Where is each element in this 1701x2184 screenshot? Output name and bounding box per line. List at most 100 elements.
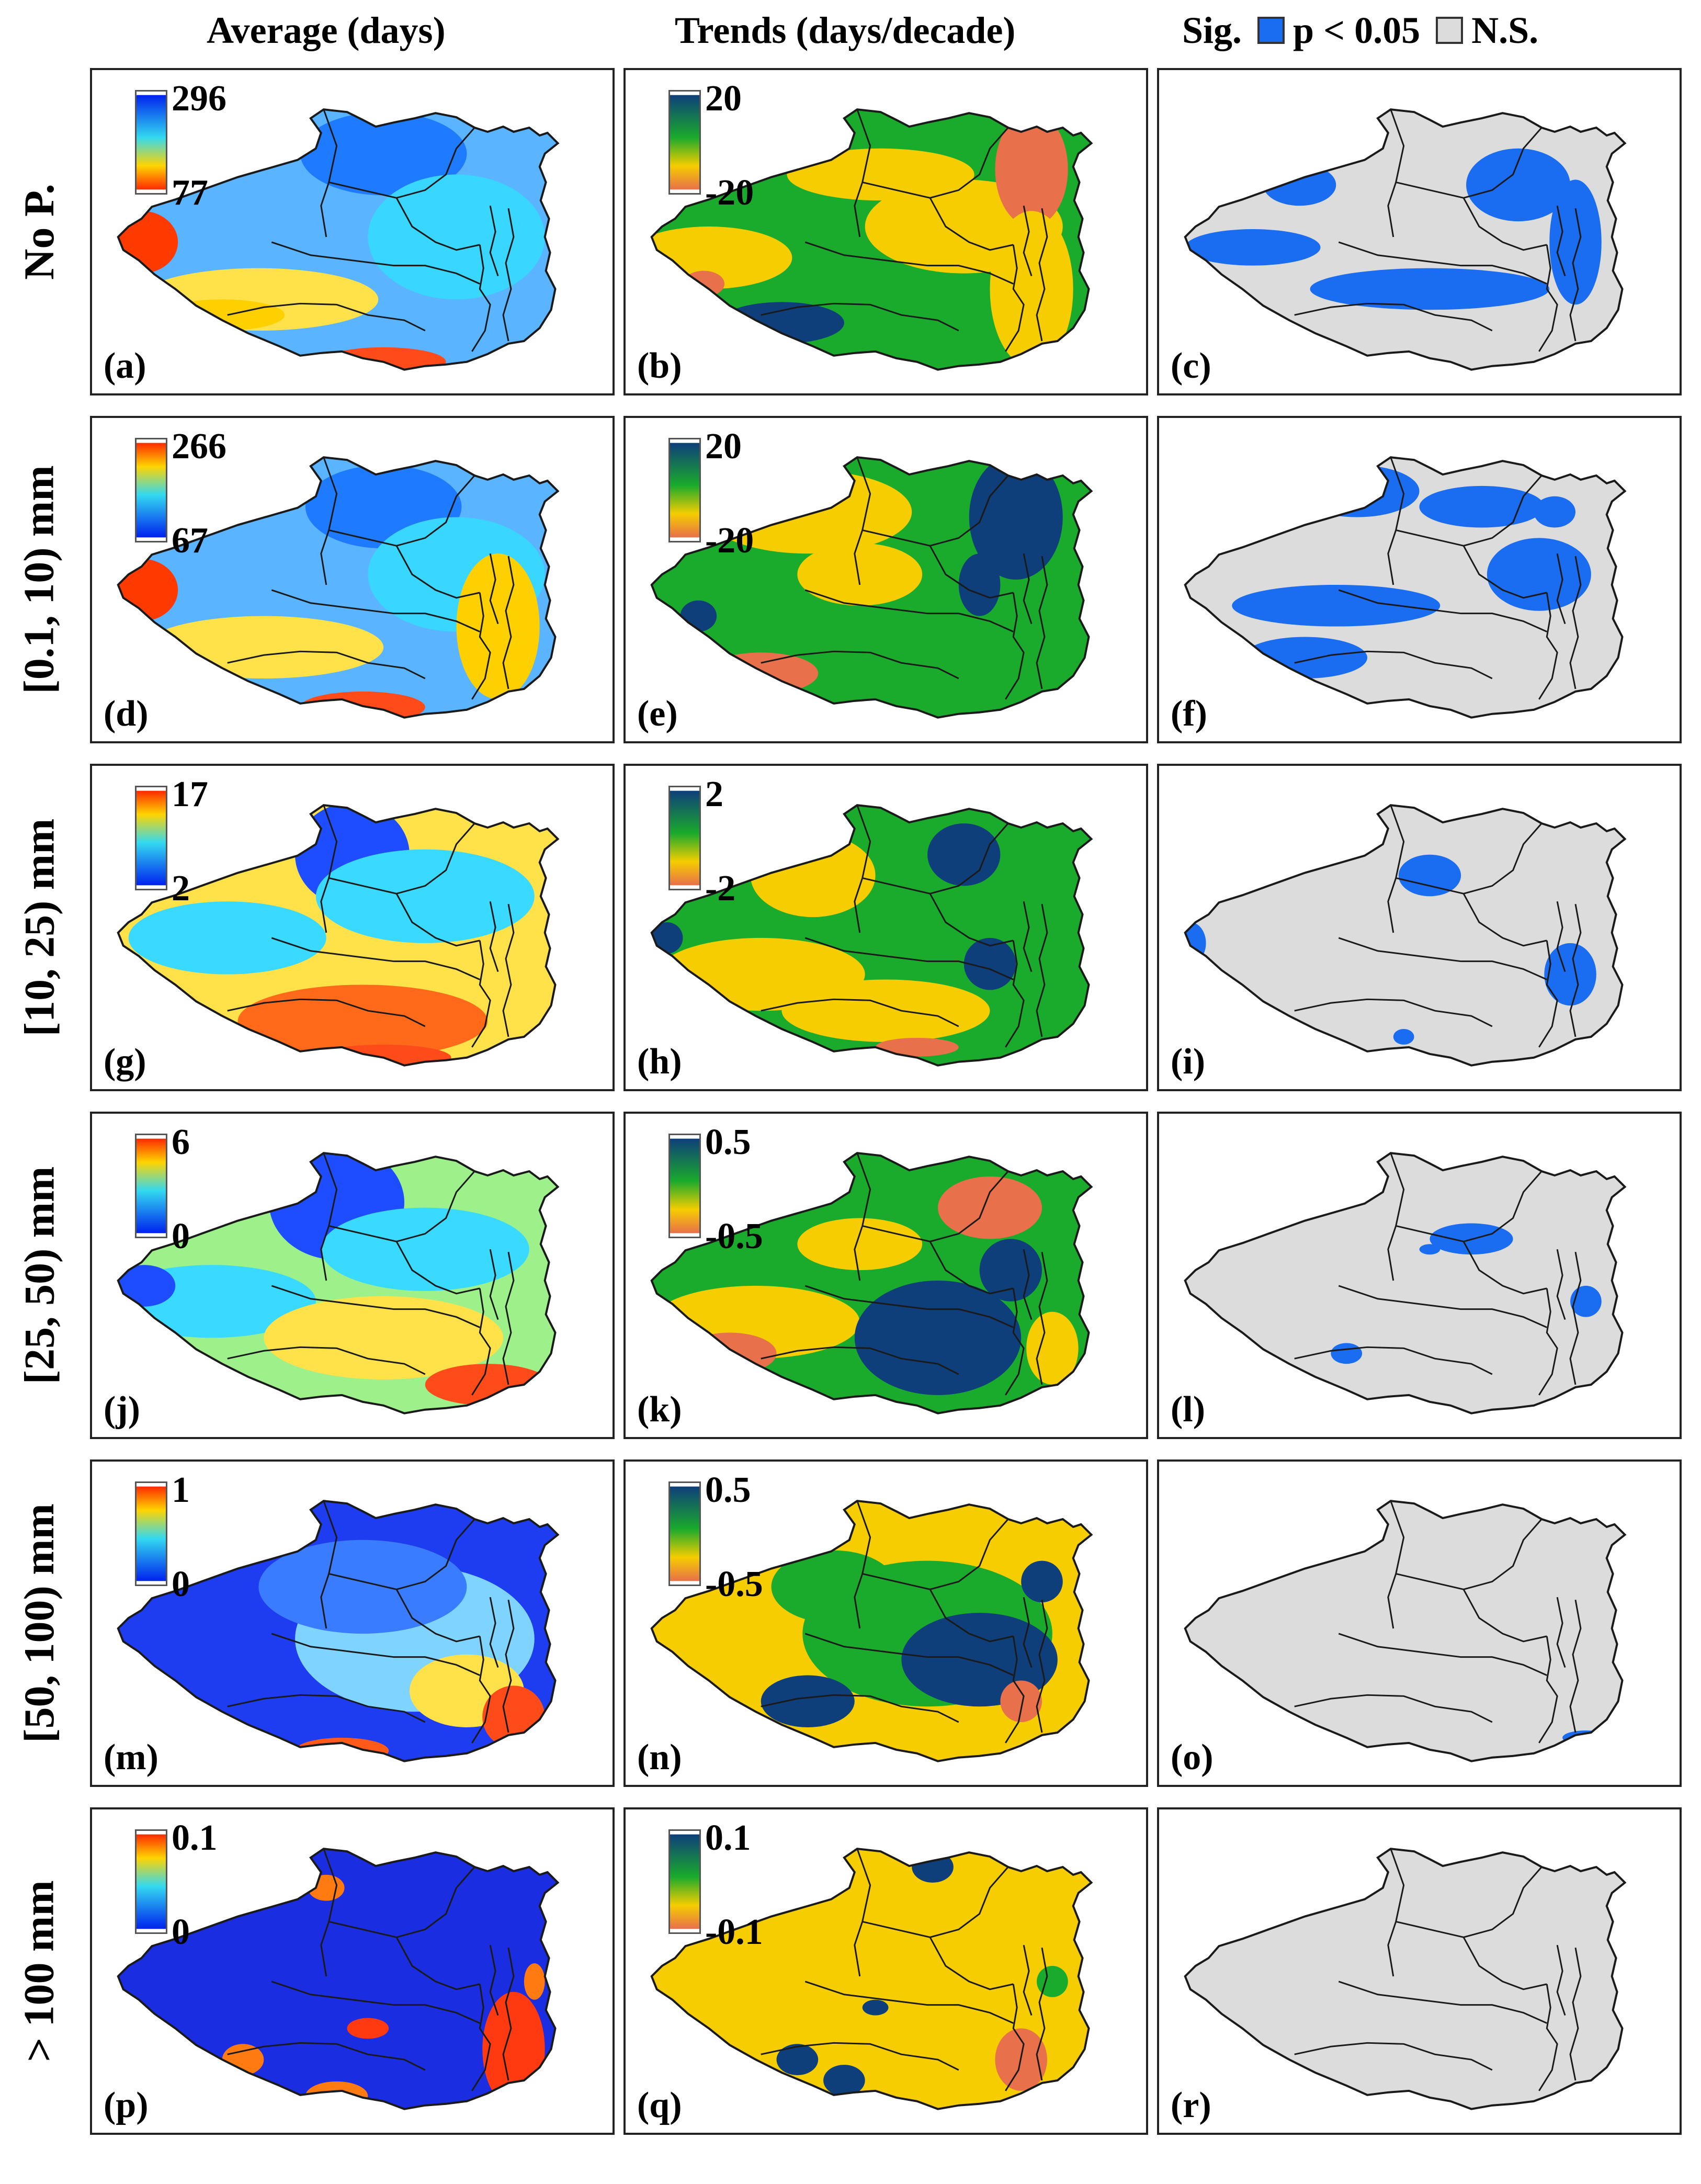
region-outline [650,804,1093,1067]
basin-boundary [227,998,426,1027]
map-region-patch [425,1364,550,1406]
basin-boundary [1462,545,1547,599]
panel-letter-label: (n) [637,1737,682,1778]
panel-letter-label: (d) [104,694,149,734]
region-outline [117,1848,560,2110]
colorbar-max-label: 17 [172,774,208,814]
colorbar-min-label: -20 [705,520,754,561]
colorbar-max-label: 266 [172,426,226,467]
colorbar-max-label: 0.1 [705,1818,751,1858]
colorbar-max-label: 20 [705,78,742,119]
region-outline [650,1152,1093,1414]
basin-boundary [227,650,426,680]
basin-boundary [1462,1589,1547,1643]
basin-boundary [271,1285,480,1328]
basin-boundary [395,197,480,251]
trend-map-panel: 20 -20 (e) [623,416,1148,743]
basin-boundary [1462,1241,1547,1295]
basin-boundary [929,1937,1014,1990]
basin-boundary [854,1848,871,1977]
row-label: [50, 100) mm [0,1459,78,1787]
basin-boundary [227,302,426,332]
basin-boundary [328,127,475,199]
basin-boundary [1294,302,1493,332]
colorbar-gradient [670,1486,699,1581]
basin-boundary [271,241,480,285]
basin-boundary [1556,205,1566,277]
colorbar-max-label: 0.5 [705,1470,751,1510]
map-base-fill [1185,805,1625,1066]
average-map-panel: 1 0 (m) [90,1459,615,1787]
basin-boundary [1338,589,1547,632]
basin-boundary [471,1636,491,1744]
basin-boundary [761,1346,959,1375]
map-region-patch [704,652,819,694]
sig-map-panel: (c) [1157,68,1682,395]
map-region-patch [524,1963,545,2000]
basin-boundary [1005,1288,1025,1396]
basin-boundary [227,1346,426,1375]
map-region-patch [1037,1966,1068,1997]
average-map-panel: 296 77 (a) [90,68,615,395]
basin-boundary [502,556,515,689]
colorbar-gradient [137,95,166,190]
map-region-patch [1419,485,1545,528]
basin-boundary [1005,244,1025,352]
basin-boundary [1569,556,1582,689]
basin-boundary [1462,197,1547,251]
region-outline [117,1152,560,1414]
basin-boundary [1462,1937,1547,1990]
basin-boundary [320,805,338,933]
basin-boundary [761,650,959,680]
map-region-patch [258,1540,467,1634]
map-region-patch [1544,943,1596,1006]
map-region-patch [1534,496,1575,528]
basin-boundary [862,823,1009,895]
basin-boundary [502,208,515,342]
basin-boundary [1396,127,1543,199]
panel-letter-label: (b) [637,346,682,386]
map-region-patch [1232,584,1441,627]
map-region-patch [823,2065,865,2096]
region-outline [117,456,560,719]
basin-boundary [1396,1866,1543,1938]
map-region-patch [482,1991,545,2107]
map-region-patch [1570,1285,1602,1317]
trend-map [650,1848,1093,2110]
map-region-patch [160,299,285,331]
map-region-patch [128,901,326,975]
colorbar-max-label: 0.5 [705,1122,751,1162]
map-region-patch [938,1176,1042,1239]
region-outline [117,108,560,371]
basin-boundary [489,1597,499,1668]
sig-map-panel: (o) [1157,1459,1682,1787]
average-map-panel: 266 67 (d) [90,416,615,743]
basin-boundary [1538,1288,1558,1396]
basin-boundary [1036,1251,1048,1385]
basin-boundary [1023,1944,1033,2016]
map-region-patch [969,457,1063,580]
average-map [117,1848,560,2110]
map-region-patch [1487,538,1591,611]
basin-boundary [1462,893,1547,947]
colorbar-min-label: 2 [172,868,190,909]
colorbar [135,786,167,890]
basin-boundary [929,197,1014,251]
trend-map [650,108,1093,371]
basin-boundary [328,475,475,547]
colorbar-max-label: 20 [705,426,742,467]
colorbar-gradient [670,790,699,886]
basin-boundary [328,823,475,895]
basin-boundary [1294,2042,1493,2071]
basin-boundary [1005,1984,1025,2091]
trend-map [650,804,1093,1067]
colorbar-max-label: 1 [172,1470,190,1510]
basin-boundary [1338,1981,1547,2024]
map-region-patch [315,849,535,943]
sig-map-panel: (l) [1157,1112,1682,1439]
colorbar-gradient [137,1834,166,1929]
colorbar-gradient [670,1138,699,1234]
trends-column-header: Trends (days/decade) [675,9,1016,51]
colorbar [135,438,167,542]
colorbar-min-label: 0 [172,1216,190,1257]
